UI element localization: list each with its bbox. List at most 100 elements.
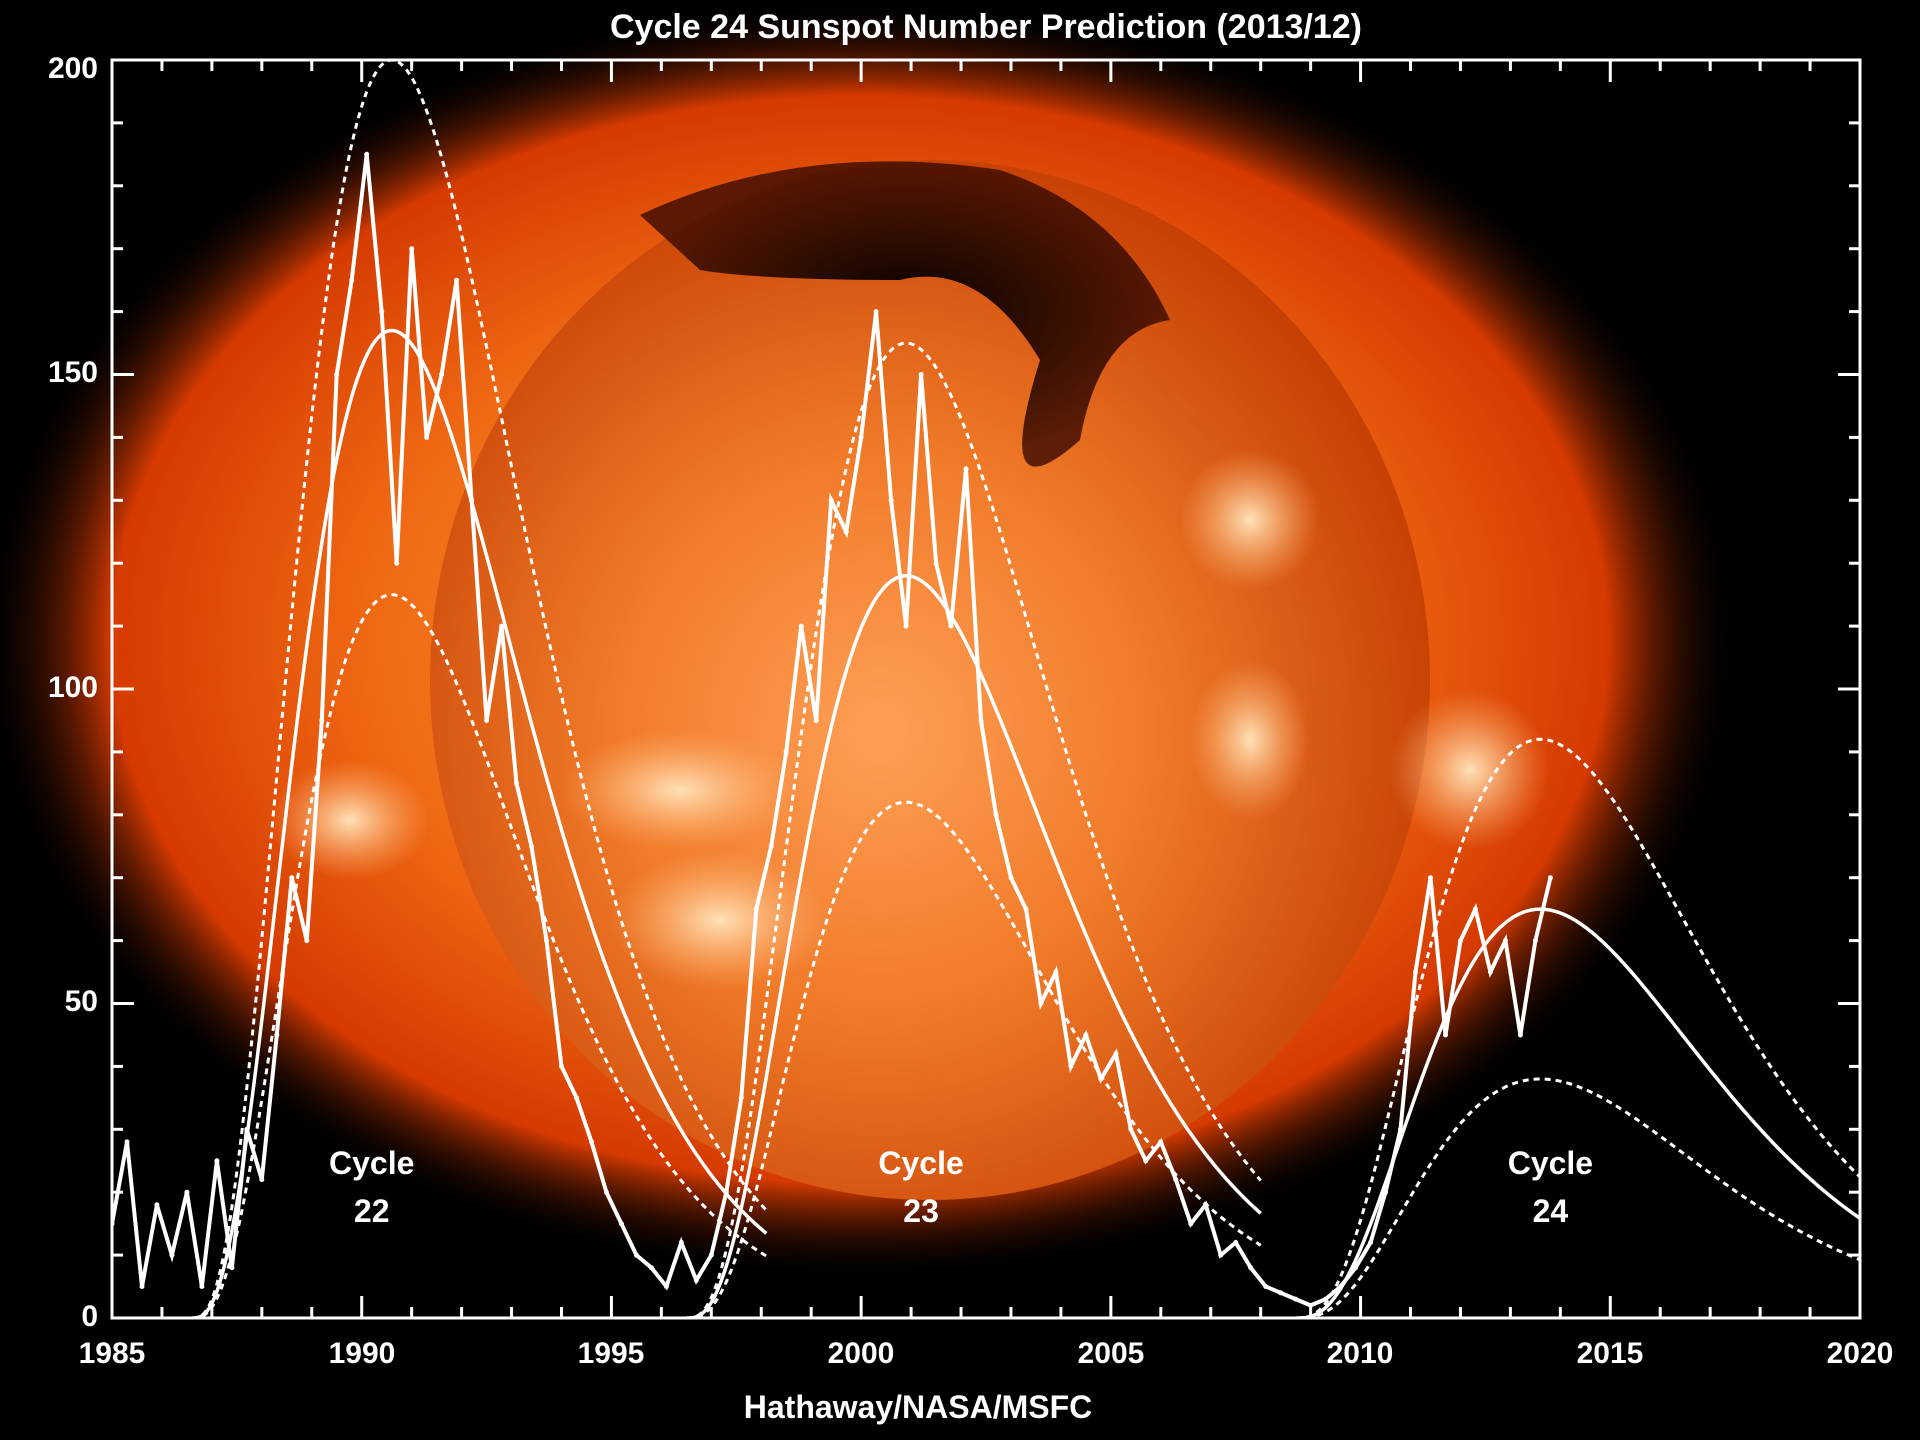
x-tick-2005: 2005 xyxy=(1078,1337,1145,1370)
cycle-label-23-number: 23 xyxy=(903,1193,939,1229)
sunspot-point xyxy=(349,277,355,283)
sunspot-point xyxy=(424,434,430,440)
prediction-curve-23-lower xyxy=(686,800,1262,1318)
x-tick-1985: 1985 xyxy=(79,1337,146,1370)
sunspot-point xyxy=(214,1158,220,1164)
sunspot-point xyxy=(1547,875,1553,881)
x-tick-2015: 2015 xyxy=(1577,1337,1644,1370)
sunspot-point xyxy=(603,1189,609,1195)
sunspot-point xyxy=(559,1063,564,1069)
y-tick-150: 150 xyxy=(48,356,98,389)
sunspot-point xyxy=(1023,906,1029,912)
sunspot-point xyxy=(199,1284,205,1289)
prediction-curve-24-upper xyxy=(1295,737,1860,1318)
sunspot-point xyxy=(544,938,549,944)
sunspot-point xyxy=(783,749,789,755)
sunspot-point xyxy=(738,1095,744,1101)
sunspot-point xyxy=(574,1095,579,1101)
sunspot-point xyxy=(1517,1032,1523,1038)
sunspot-point xyxy=(259,1177,265,1183)
sunspot-point xyxy=(1338,1284,1344,1289)
sunspot-point xyxy=(1113,1051,1119,1057)
sunspot-point xyxy=(918,372,924,377)
y-tick-50: 50 xyxy=(65,985,98,1018)
sunspot-point xyxy=(1038,1001,1044,1006)
sunspot-point xyxy=(304,938,310,944)
x-tick-2020: 2020 xyxy=(1827,1337,1894,1370)
sunspot-point xyxy=(843,529,849,535)
sunspot-point xyxy=(1128,1126,1134,1132)
cycle-label-24: Cycle 24 xyxy=(1508,1145,1593,1229)
chart-title: Cycle 24 Sunspot Number Prediction (2013… xyxy=(610,8,1362,46)
sunspot-point xyxy=(1532,938,1538,944)
sunspot-point xyxy=(1458,938,1463,944)
sunspot-point xyxy=(1068,1063,1074,1069)
x-tick-1995: 1995 xyxy=(578,1337,645,1370)
prediction-curve-23-mid xyxy=(686,574,1262,1318)
sunspot-point xyxy=(1308,1302,1314,1308)
sunspot-point xyxy=(933,560,939,566)
sunspot-point xyxy=(1353,1265,1359,1271)
y-tick-100: 100 xyxy=(48,671,98,704)
sunspot-point xyxy=(439,372,445,377)
sunspot-point xyxy=(1383,1189,1388,1195)
sunspot-point xyxy=(514,780,519,786)
sunspot-point xyxy=(289,875,295,881)
cycle-label-23-word: Cycle xyxy=(878,1145,963,1181)
sunspot-point xyxy=(139,1284,145,1289)
sunspot-point xyxy=(1008,875,1014,881)
sunspot-point xyxy=(334,372,340,377)
sunspot-point xyxy=(1218,1252,1224,1258)
prediction-curve-24-lower xyxy=(1295,1077,1860,1318)
sunspot-point xyxy=(589,1139,594,1145)
sunspot-point xyxy=(753,906,759,912)
sunspot-point xyxy=(978,718,984,723)
sunspot-point xyxy=(469,497,475,503)
sunspot-point xyxy=(723,1189,729,1195)
sunspot-point xyxy=(124,1139,130,1145)
sunspot-point xyxy=(1398,1126,1403,1132)
sunspot-point xyxy=(244,1126,250,1132)
cycle-label-24-word: Cycle xyxy=(1508,1145,1593,1181)
sunspot-point xyxy=(993,812,999,818)
sunspot-point xyxy=(1278,1290,1284,1296)
sunspot-point xyxy=(394,560,400,566)
sunspot-point xyxy=(768,843,774,849)
cycle-label-22-word: Cycle xyxy=(329,1145,414,1181)
axis-ticks xyxy=(110,58,1862,1320)
sunspot-point xyxy=(618,1221,624,1227)
sunspot-point xyxy=(499,623,505,629)
sunspot-point xyxy=(229,1265,235,1271)
sunspot-point xyxy=(888,497,894,503)
sunspot-point xyxy=(963,466,969,472)
sunspot-point xyxy=(1263,1284,1269,1289)
sunspot-point xyxy=(693,1277,699,1283)
sunspot-point xyxy=(1053,969,1059,975)
sunspot-point xyxy=(1188,1221,1194,1227)
prediction-curve-22-mid xyxy=(191,328,768,1318)
sunspot-point xyxy=(1233,1240,1239,1245)
cycle-label-22-number: 22 xyxy=(354,1193,390,1229)
sunspot-point xyxy=(379,309,385,315)
sunspot-point xyxy=(529,843,534,849)
sunspot-point xyxy=(873,309,879,315)
sunspot-point xyxy=(858,434,864,440)
sunspot-point xyxy=(1203,1202,1209,1208)
sunspot-point xyxy=(1158,1139,1164,1145)
sunspot-point xyxy=(1173,1177,1179,1183)
sunspot-point xyxy=(1413,969,1418,975)
y-tick-200: 200 xyxy=(48,52,98,85)
sunspot-point xyxy=(169,1252,175,1258)
cycle-label-24-number: 24 xyxy=(1533,1193,1569,1229)
x-tick-2000: 2000 xyxy=(828,1337,895,1370)
cycle-label-22: Cycle 22 xyxy=(329,1145,414,1229)
sunspot-point xyxy=(1323,1296,1329,1302)
sunspot-point xyxy=(1368,1240,1374,1245)
sunspot-point xyxy=(1098,1076,1104,1082)
sunspot-point xyxy=(1472,906,1478,912)
sunspot-point xyxy=(154,1202,160,1208)
sunspot-point xyxy=(1248,1265,1254,1271)
sunspot-point xyxy=(184,1189,190,1195)
sunspot-point xyxy=(1443,1032,1448,1038)
